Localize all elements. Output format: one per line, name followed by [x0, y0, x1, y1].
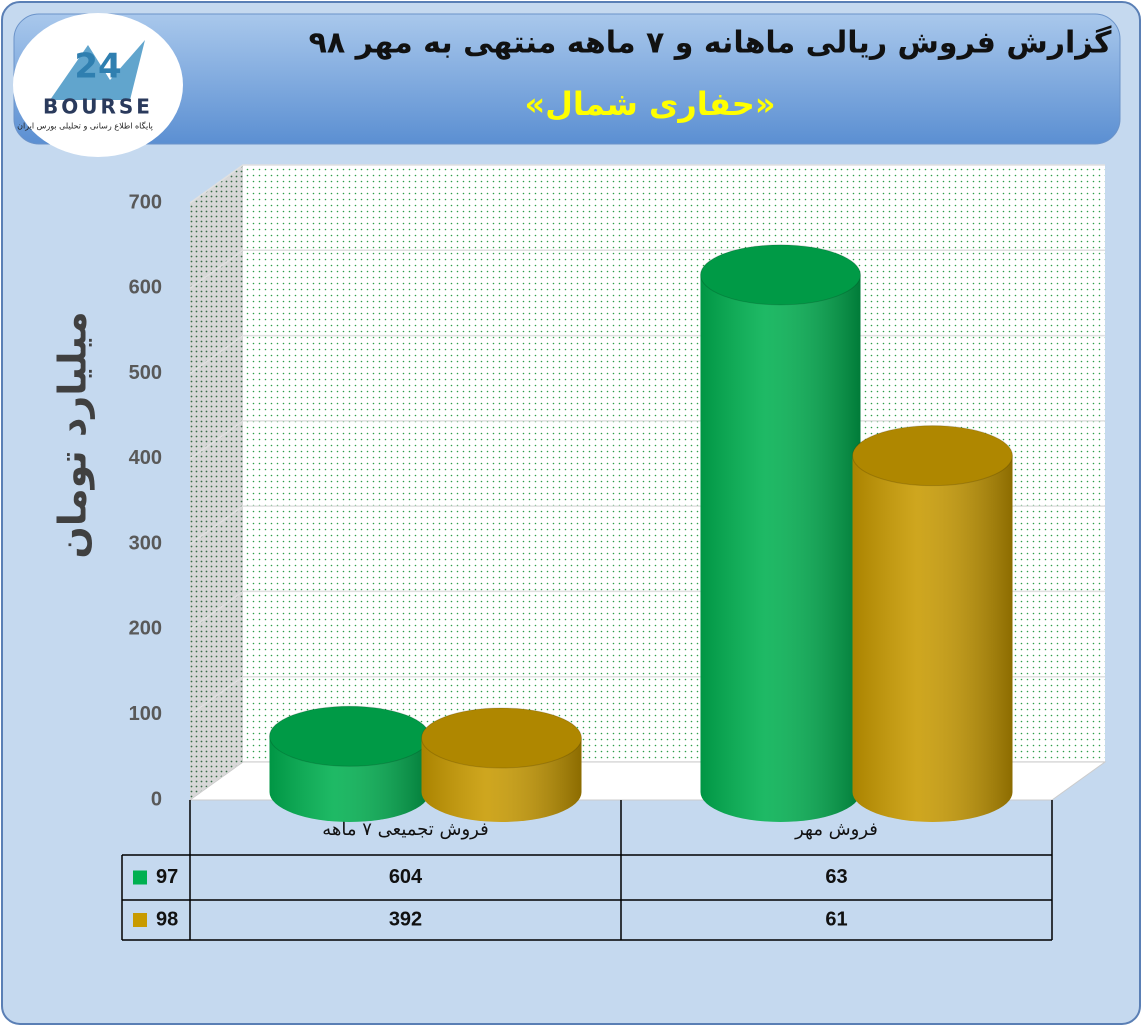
bar-cap-shade — [421, 707, 582, 768]
chart-title: گزارش فروش ریالی ماهانه و ۷ ماهه منتهی ب… — [309, 25, 1112, 61]
logo-name: BOURSE — [43, 95, 153, 119]
y-tick-label: 300 — [129, 532, 162, 554]
logo-number: 24 — [74, 47, 121, 87]
logo-tagline: پایگاه اطلاع رسانی و تحلیلی بورس ایران — [17, 121, 153, 131]
bar-cap-shade — [700, 244, 861, 305]
y-axis-label: میلیارد تومان — [51, 311, 95, 558]
table-value: 604 — [389, 866, 423, 888]
bar-shade — [852, 455, 1013, 823]
data-table: فروش مهر 63 61 فروش تجمیعی ۷ ماهه 604 392 97 98 — [121, 800, 1053, 941]
y-tick-label: 500 — [129, 362, 162, 384]
legend-label: 98 — [156, 908, 178, 930]
legend-swatch — [133, 870, 147, 885]
x-tick-label: فروش مهر — [794, 819, 878, 840]
grid-line — [189, 164, 1105, 204]
chart-subtitle: «حفاری شمال» — [524, 85, 775, 123]
bar-cap — [700, 244, 861, 306]
bar-cap — [852, 425, 1013, 487]
table-value: 392 — [389, 908, 422, 930]
y-tick-label: 400 — [129, 447, 162, 469]
y-tick-label: 700 — [129, 191, 162, 213]
bar-cap — [421, 707, 582, 769]
y-tick-label: 600 — [129, 277, 162, 299]
bar-cap-shade — [269, 706, 430, 767]
bar-cap-shade — [852, 425, 1013, 486]
legend-swatch — [133, 913, 147, 927]
y-tick-label: 0 — [151, 788, 162, 810]
y-tick-label: 100 — [129, 703, 162, 725]
side-wall — [190, 165, 243, 800]
bar-shade — [700, 274, 861, 823]
legend-label: 97 — [156, 866, 178, 888]
table-value: 63 — [825, 866, 847, 888]
table-value: 61 — [825, 908, 847, 930]
y-tick-label: 200 — [129, 618, 162, 640]
x-tick-label: فروش تجمیعی ۷ ماهه — [322, 819, 488, 840]
logo-mark — [50, 40, 145, 100]
